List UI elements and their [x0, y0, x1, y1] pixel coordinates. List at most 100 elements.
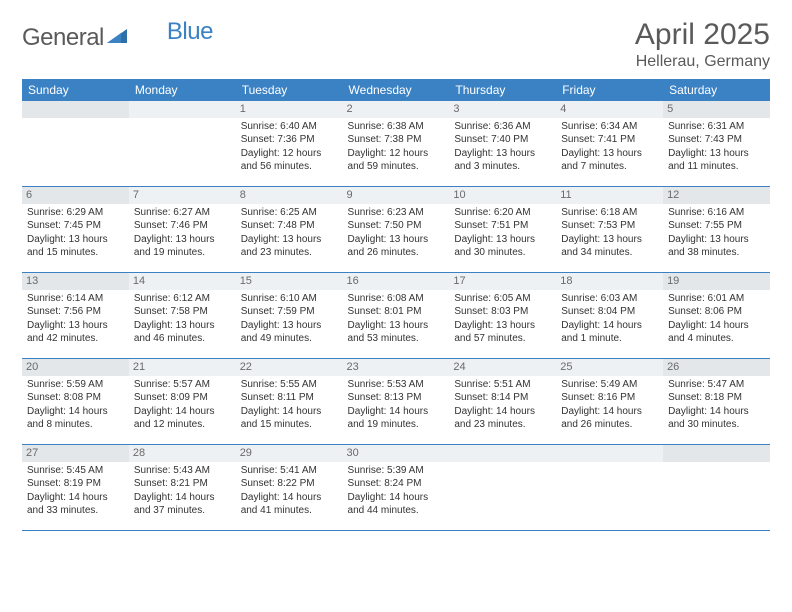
- day-number: 23: [343, 359, 450, 376]
- calendar-page: General Blue April 2025 Hellerau, German…: [0, 0, 792, 549]
- sunrise-line: Sunrise: 5:59 AM: [27, 378, 124, 392]
- sunrise-line: Sunrise: 6:05 AM: [454, 292, 551, 306]
- brand-logo: General Blue: [22, 18, 213, 52]
- day-number: 14: [129, 273, 236, 290]
- calendar-week-row: 27Sunrise: 5:45 AMSunset: 8:19 PMDayligh…: [22, 445, 770, 531]
- daylight-line: Daylight: 14 hours and 37 minutes.: [134, 491, 231, 518]
- sunrise-line: Sunrise: 6:10 AM: [241, 292, 338, 306]
- calendar-cell: 16Sunrise: 6:08 AMSunset: 8:01 PMDayligh…: [343, 273, 450, 359]
- calendar-cell: 5Sunrise: 6:31 AMSunset: 7:43 PMDaylight…: [663, 101, 770, 187]
- daylight-line: Daylight: 14 hours and 26 minutes.: [561, 405, 658, 432]
- calendar-cell: 4Sunrise: 6:34 AMSunset: 7:41 PMDaylight…: [556, 101, 663, 187]
- sunset-line: Sunset: 8:14 PM: [454, 391, 551, 405]
- calendar-cell: 23Sunrise: 5:53 AMSunset: 8:13 PMDayligh…: [343, 359, 450, 445]
- day-number: 3: [449, 101, 556, 118]
- calendar-cell: 18Sunrise: 6:03 AMSunset: 8:04 PMDayligh…: [556, 273, 663, 359]
- calendar-cell: [663, 445, 770, 531]
- sunrise-line: Sunrise: 6:12 AM: [134, 292, 231, 306]
- calendar-cell: 30 Sunrise: 5:39 AMSunset: 8:24 PMDayligh…: [343, 445, 450, 531]
- month-title: April 2025: [635, 18, 770, 51]
- sunset-line: Sunset: 8:21 PM: [134, 477, 231, 491]
- sunset-line: Sunset: 8:11 PM: [241, 391, 338, 405]
- sunrise-line: Sunrise: 5:49 AM: [561, 378, 658, 392]
- sunset-line: Sunset: 7:50 PM: [348, 219, 445, 233]
- day-number: 20: [22, 359, 129, 376]
- sunset-line: Sunset: 7:41 PM: [561, 133, 658, 147]
- calendar-cell: 10Sunrise: 6:20 AMSunset: 7:51 PMDayligh…: [449, 187, 556, 273]
- daylight-line: Daylight: 14 hours and 33 minutes.: [27, 491, 124, 518]
- day-number: [22, 101, 129, 118]
- brand-right: Blue: [167, 18, 213, 46]
- calendar-cell: 8Sunrise: 6:25 AMSunset: 7:48 PMDaylight…: [236, 187, 343, 273]
- sunrise-line: Sunrise: 5:39 AM: [348, 464, 445, 478]
- daylight-line: Daylight: 14 hours and 8 minutes.: [27, 405, 124, 432]
- sunrise-line: Sunrise: 5:51 AM: [454, 378, 551, 392]
- day-number: [663, 445, 770, 462]
- sunrise-line: Sunrise: 6:20 AM: [454, 206, 551, 220]
- calendar-cell: 9Sunrise: 6:23 AMSunset: 7:50 PMDaylight…: [343, 187, 450, 273]
- day-number: 27: [22, 445, 129, 462]
- calendar-cell: 11Sunrise: 6:18 AMSunset: 7:53 PMDayligh…: [556, 187, 663, 273]
- daylight-line: Daylight: 13 hours and 3 minutes.: [454, 147, 551, 174]
- sunrise-line: Sunrise: 6:40 AM: [241, 120, 338, 134]
- sunset-line: Sunset: 8:08 PM: [27, 391, 124, 405]
- day-number: 6: [22, 187, 129, 204]
- daylight-line: Daylight: 14 hours and 12 minutes.: [134, 405, 231, 432]
- sunset-line: Sunset: 8:18 PM: [668, 391, 765, 405]
- daylight-line: Daylight: 12 hours and 59 minutes.: [348, 147, 445, 174]
- location: Hellerau, Germany: [635, 53, 770, 71]
- sunrise-line: Sunrise: 6:25 AM: [241, 206, 338, 220]
- sunset-line: Sunset: 7:58 PM: [134, 305, 231, 319]
- calendar-body: 1Sunrise: 6:40 AMSunset: 7:36 PMDaylight…: [22, 101, 770, 531]
- daylight-line: Daylight: 13 hours and 49 minutes.: [241, 319, 338, 346]
- sunset-line: Sunset: 8:09 PM: [134, 391, 231, 405]
- calendar-cell: 1Sunrise: 6:40 AMSunset: 7:36 PMDaylight…: [236, 101, 343, 187]
- sunset-line: Sunset: 7:43 PM: [668, 133, 765, 147]
- daylight-line: Daylight: 13 hours and 15 minutes.: [27, 233, 124, 260]
- day-number: 30: [343, 445, 450, 462]
- day-number: 19: [663, 273, 770, 290]
- daylight-line: Daylight: 13 hours and 23 minutes.: [241, 233, 338, 260]
- calendar-table: Sunday Monday Tuesday Wednesday Thursday…: [22, 79, 770, 531]
- day-number: [449, 445, 556, 462]
- day-number: 13: [22, 273, 129, 290]
- sunset-line: Sunset: 7:38 PM: [348, 133, 445, 147]
- calendar-cell: 21 Sunrise: 5:57 AMSunset: 8:09 PMDayligh…: [129, 359, 236, 445]
- sunset-line: Sunset: 8:24 PM: [348, 477, 445, 491]
- sunrise-line: Sunrise: 6:23 AM: [348, 206, 445, 220]
- daylight-line: Daylight: 14 hours and 30 minutes.: [668, 405, 765, 432]
- calendar-week-row: 6Sunrise: 6:29 AMSunset: 7:45 PMDaylight…: [22, 187, 770, 273]
- day-number: 28: [129, 445, 236, 462]
- calendar-cell: 20 Sunrise: 5:59 AMSunset: 8:08 PMDayligh…: [22, 359, 129, 445]
- daylight-line: Daylight: 13 hours and 11 minutes.: [668, 147, 765, 174]
- calendar-cell: 3Sunrise: 6:36 AMSunset: 7:40 PMDaylight…: [449, 101, 556, 187]
- sunrise-line: Sunrise: 6:29 AM: [27, 206, 124, 220]
- sunset-line: Sunset: 7:51 PM: [454, 219, 551, 233]
- daylight-line: Daylight: 13 hours and 19 minutes.: [134, 233, 231, 260]
- daylight-line: Daylight: 14 hours and 15 minutes.: [241, 405, 338, 432]
- daylight-line: Daylight: 13 hours and 30 minutes.: [454, 233, 551, 260]
- day-number: 9: [343, 187, 450, 204]
- day-number: 18: [556, 273, 663, 290]
- sunset-line: Sunset: 7:59 PM: [241, 305, 338, 319]
- day-number: 29: [236, 445, 343, 462]
- day-number: 21: [129, 359, 236, 376]
- title-block: April 2025 Hellerau, Germany: [635, 18, 770, 71]
- header: General Blue April 2025 Hellerau, German…: [22, 18, 770, 71]
- day-number: 22: [236, 359, 343, 376]
- daylight-line: Daylight: 13 hours and 34 minutes.: [561, 233, 658, 260]
- sunrise-line: Sunrise: 5:41 AM: [241, 464, 338, 478]
- sunrise-line: Sunrise: 6:27 AM: [134, 206, 231, 220]
- day-number: [129, 101, 236, 118]
- sunrise-line: Sunrise: 5:57 AM: [134, 378, 231, 392]
- sunset-line: Sunset: 8:01 PM: [348, 305, 445, 319]
- sunrise-line: Sunrise: 6:16 AM: [668, 206, 765, 220]
- day-number: [556, 445, 663, 462]
- daylight-line: Daylight: 14 hours and 4 minutes.: [668, 319, 765, 346]
- day-number: 25: [556, 359, 663, 376]
- sunset-line: Sunset: 7:56 PM: [27, 305, 124, 319]
- daylight-line: Daylight: 13 hours and 57 minutes.: [454, 319, 551, 346]
- calendar-cell: 22Sunrise: 5:55 AMSunset: 8:11 PMDayligh…: [236, 359, 343, 445]
- brand-left: General: [22, 24, 104, 52]
- daylight-line: Daylight: 14 hours and 44 minutes.: [348, 491, 445, 518]
